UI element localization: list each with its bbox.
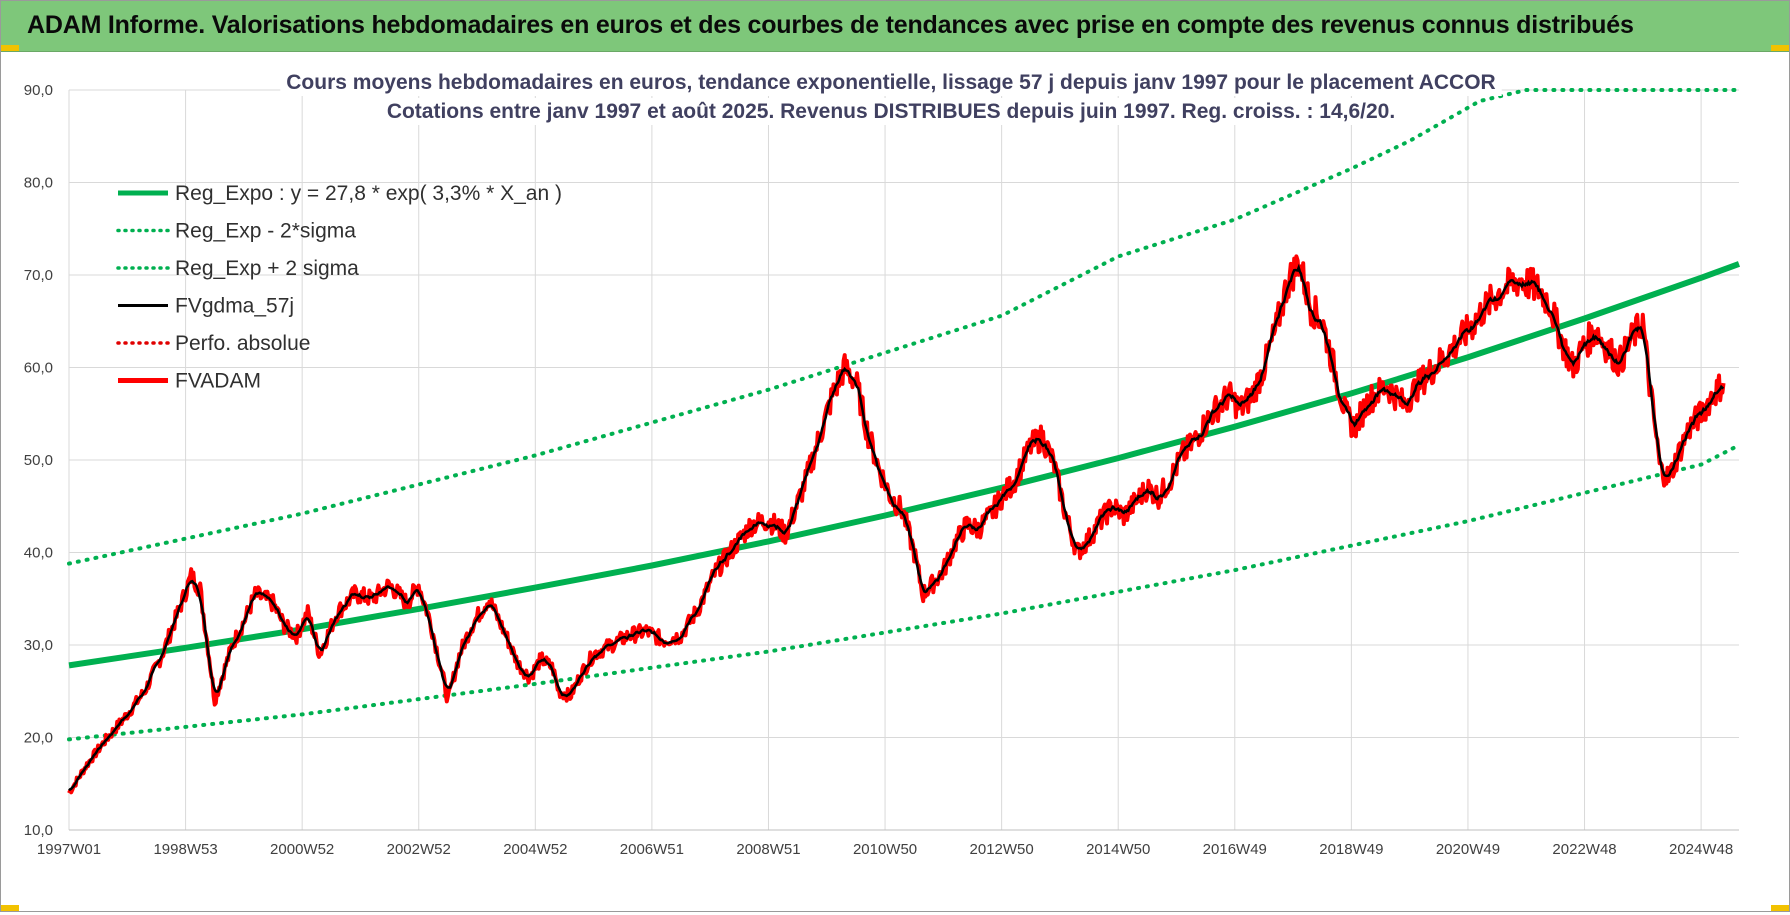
chart-title-line1: Cours moyens hebdomadaires en euros, ten… (286, 71, 1495, 94)
y-tick-label: 80,0 (24, 175, 53, 192)
reg-expo-line (68, 261, 1741, 669)
legend-item: Reg_Expo : y = 27,8 * exp( 3,3% * X_an ) (118, 182, 562, 205)
y-tick-label: 50,0 (24, 452, 53, 469)
y-tick-label: 40,0 (24, 545, 53, 562)
corner-marker-top-right (1771, 45, 1789, 51)
x-tick-label: 2010W50 (853, 841, 917, 858)
legend-item: FVgdma_57j (118, 295, 294, 318)
chart-area: 10,0 20,0 30,0 40,0 50,0 60,0 70,0 80,0 90,0 199… (1, 52, 1789, 910)
chart-title-line2: Cotations entre janv 1997 et août 2025. … (387, 100, 1395, 123)
x-tick-label: 2024W48 (1669, 841, 1733, 858)
legend-label: Perfo. absolue (175, 332, 310, 355)
x-tick-label: 2008W51 (736, 841, 800, 858)
legend-item: Perfo. absolue (116, 332, 310, 355)
legend-label: Reg_Expo : y = 27,8 * exp( 3,3% * X_an ) (175, 182, 562, 205)
x-tick-label: 2014W50 (1086, 841, 1150, 858)
title-backdrop (280, 69, 1502, 96)
corner-marker-top-left (1, 45, 19, 51)
y-tick-label: 20,0 (24, 730, 53, 747)
legend-label: FVgdma_57j (175, 295, 294, 318)
y-tick-label: 30,0 (24, 637, 53, 654)
header-title: ADAM Informe. Valorisations hebdomadaire… (27, 11, 1634, 39)
x-tick-label: 2006W51 (620, 841, 684, 858)
corner-marker-bottom-right (1771, 905, 1789, 911)
x-tick-label: 1997W01 (37, 841, 101, 858)
x-tick-label: 2018W49 (1319, 841, 1383, 858)
x-tick-label: 2022W48 (1552, 841, 1616, 858)
series-group (67, 88, 1741, 795)
legend-label: FVADAM (175, 370, 261, 393)
y-tick-label: 90,0 (24, 82, 53, 99)
trend-chart: 10,0 20,0 30,0 40,0 50,0 60,0 70,0 80,0 90,0 199… (24, 69, 1741, 858)
upper-sigma-band-line (67, 88, 1741, 566)
x-tick-label: 2012W50 (970, 841, 1034, 858)
legend-item: FVADAM (118, 370, 261, 393)
legend-item: Reg_Exp + 2 sigma (116, 257, 359, 280)
legend: Reg_Expo : y = 27,8 * exp( 3,3% * X_an )… (116, 182, 562, 393)
x-tick-label: 2002W52 (387, 841, 451, 858)
fvgdma-57j-line (68, 263, 1725, 792)
x-axis-ticks: 1997W01 1998W53 2000W52 2002W52 2004W52 2006W… (37, 841, 1733, 858)
legend-item: Reg_Exp - 2*sigma (116, 220, 356, 243)
grid-lines (68, 89, 1739, 831)
y-tick-label: 60,0 (24, 360, 53, 377)
header-bar: ADAM Informe. Valorisations hebdomadaire… (1, 1, 1789, 52)
lower-sigma-band-line (67, 443, 1741, 742)
legend-label: Reg_Exp - 2*sigma (175, 220, 356, 243)
x-tick-label: 2020W49 (1436, 841, 1500, 858)
y-tick-label: 70,0 (24, 267, 53, 284)
x-tick-label: 1998W53 (153, 841, 217, 858)
corner-marker-bottom-left (1, 905, 19, 911)
legend-label: Reg_Exp + 2 sigma (175, 257, 359, 280)
y-tick-label: 10,0 (24, 822, 53, 839)
x-tick-label: 2016W49 (1203, 841, 1267, 858)
fvadam-line (67, 254, 1726, 795)
y-axis-ticks: 10,0 20,0 30,0 40,0 50,0 60,0 70,0 80,0 90,0 (24, 82, 53, 839)
x-tick-label: 2004W52 (503, 841, 567, 858)
title-backdrop (380, 98, 1402, 125)
x-tick-label: 2000W52 (270, 841, 334, 858)
